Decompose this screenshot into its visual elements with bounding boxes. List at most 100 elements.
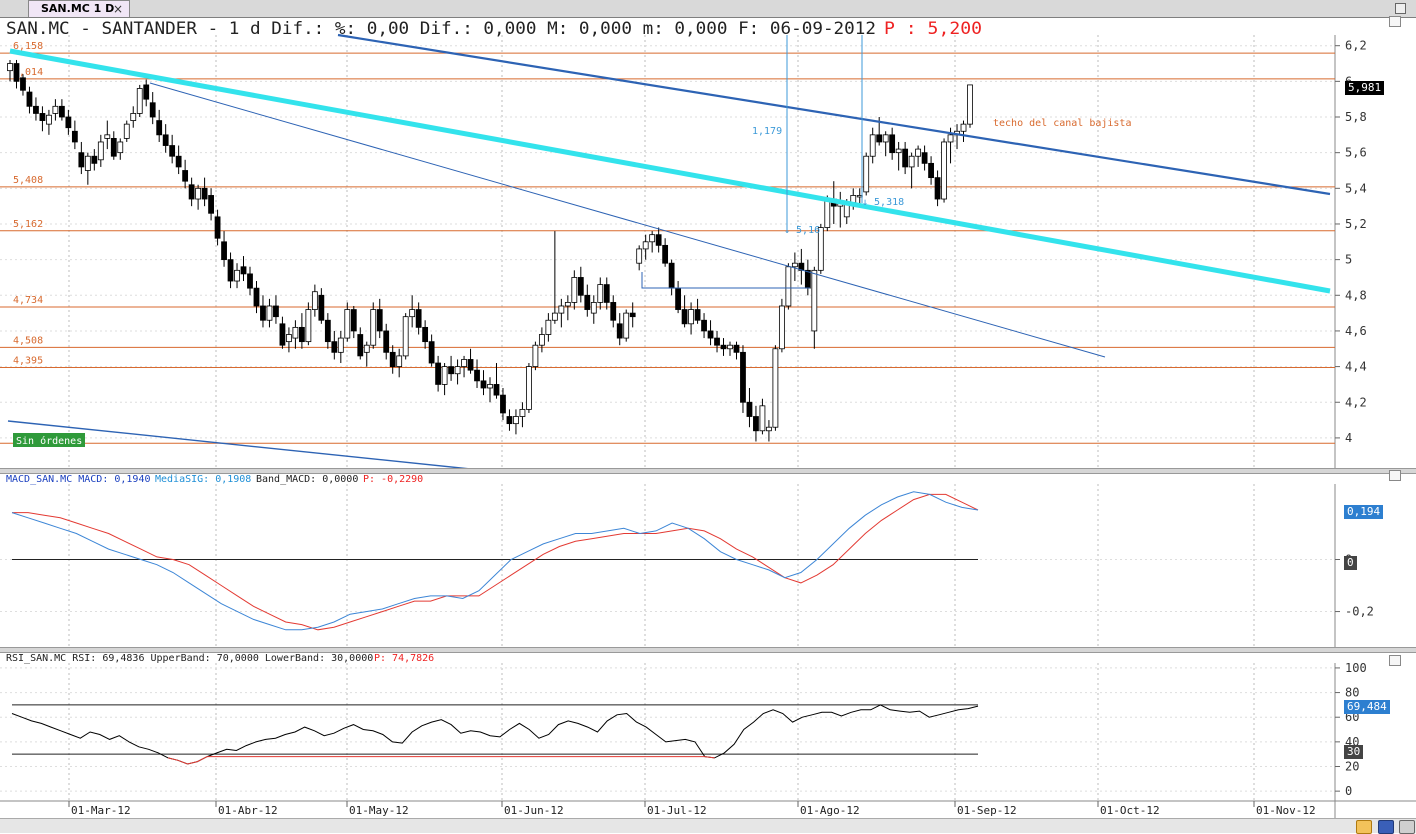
candle-body[interactable] bbox=[668, 262, 675, 289]
candle-body[interactable] bbox=[908, 155, 915, 168]
candle-body[interactable] bbox=[577, 277, 584, 296]
candle-body[interactable] bbox=[409, 309, 416, 318]
candle-body[interactable] bbox=[195, 187, 202, 200]
candle-body[interactable] bbox=[13, 63, 20, 82]
candle-body[interactable] bbox=[234, 269, 240, 282]
candle-body[interactable] bbox=[240, 266, 247, 275]
candle-body[interactable] bbox=[311, 291, 318, 310]
candle-body[interactable] bbox=[130, 113, 137, 121]
candle-body[interactable] bbox=[960, 123, 967, 132]
candle-body[interactable] bbox=[448, 366, 454, 375]
candle-body[interactable] bbox=[260, 305, 266, 321]
candle-body[interactable] bbox=[778, 305, 785, 350]
candle-body[interactable] bbox=[610, 302, 617, 321]
candle-body[interactable] bbox=[616, 323, 623, 339]
tab-menu-icon[interactable] bbox=[1395, 3, 1406, 14]
macd-pane-restore-icon[interactable] bbox=[1389, 470, 1401, 481]
candle-body[interactable] bbox=[882, 134, 889, 143]
candle-body[interactable] bbox=[551, 312, 558, 321]
candle-body[interactable] bbox=[681, 309, 688, 325]
candle-body[interactable] bbox=[902, 148, 909, 168]
candle-body[interactable] bbox=[662, 244, 669, 264]
candle-body[interactable] bbox=[467, 359, 474, 371]
candle-body[interactable] bbox=[921, 152, 928, 164]
candle-body[interactable] bbox=[688, 309, 694, 325]
candle-body[interactable] bbox=[804, 269, 811, 289]
candle-body[interactable] bbox=[727, 344, 733, 350]
candle-body[interactable] bbox=[26, 91, 33, 107]
candle-body[interactable] bbox=[71, 130, 78, 143]
candle-body[interactable] bbox=[422, 326, 429, 343]
candle-body[interactable] bbox=[720, 344, 727, 350]
candle-body[interactable] bbox=[564, 302, 571, 307]
candle-body[interactable] bbox=[487, 384, 493, 389]
candle-body[interactable] bbox=[435, 362, 442, 385]
candle-body[interactable] bbox=[753, 416, 759, 432]
candle-body[interactable] bbox=[545, 319, 552, 335]
candle-body[interactable] bbox=[941, 141, 947, 200]
price-chart[interactable]: SAN.MC - SANTANDER - 1 d Dif.: %: 0,00 D… bbox=[0, 18, 1416, 470]
candle-body[interactable] bbox=[506, 416, 513, 425]
candle-body[interactable] bbox=[383, 330, 390, 353]
candle-body[interactable] bbox=[694, 309, 701, 321]
tab-close-icon[interactable]: × bbox=[112, 2, 123, 16]
candle-body[interactable] bbox=[7, 63, 13, 72]
candle-body[interactable] bbox=[104, 134, 111, 139]
candle-body[interactable] bbox=[182, 170, 189, 182]
candle-body[interactable] bbox=[247, 273, 253, 289]
candle-body[interactable] bbox=[286, 334, 292, 343]
candle-body[interactable] bbox=[461, 359, 467, 367]
candle-body[interactable] bbox=[227, 259, 234, 282]
candle-body[interactable] bbox=[714, 337, 720, 346]
candle-body[interactable] bbox=[350, 309, 357, 332]
candle-body[interactable] bbox=[20, 77, 26, 91]
candle-body[interactable] bbox=[162, 134, 169, 146]
candle-body[interactable] bbox=[84, 155, 91, 171]
candle-body[interactable] bbox=[740, 351, 746, 403]
candle-body[interactable] bbox=[279, 323, 286, 346]
candle-body[interactable] bbox=[590, 302, 597, 314]
candle-body[interactable] bbox=[934, 177, 941, 200]
pane-divider-1[interactable] bbox=[0, 468, 1416, 474]
candle-body[interactable] bbox=[214, 216, 221, 239]
candle-body[interactable] bbox=[188, 184, 195, 200]
candle-body[interactable] bbox=[136, 88, 143, 114]
candle-body[interactable] bbox=[149, 102, 156, 118]
candle-body[interactable] bbox=[318, 294, 325, 321]
candle-body[interactable] bbox=[97, 141, 104, 161]
candle-body[interactable] bbox=[273, 305, 279, 318]
candle-body[interactable] bbox=[493, 384, 500, 396]
candle-body[interactable] bbox=[33, 105, 39, 114]
candle-body[interactable] bbox=[785, 266, 792, 307]
candle-body[interactable] bbox=[558, 305, 565, 314]
candle-body[interactable] bbox=[65, 116, 72, 129]
candle-body[interactable] bbox=[253, 287, 260, 307]
candle-body[interactable] bbox=[863, 155, 870, 193]
candle-body[interactable] bbox=[538, 334, 545, 346]
candle-body[interactable] bbox=[208, 195, 214, 214]
candle-body[interactable] bbox=[649, 234, 656, 243]
candle-body[interactable] bbox=[52, 105, 59, 114]
candle-body[interactable] bbox=[292, 326, 299, 339]
candle-body[interactable] bbox=[597, 284, 604, 303]
candle-body[interactable] bbox=[123, 123, 130, 139]
candle-body[interactable] bbox=[629, 312, 636, 318]
macd-chart[interactable]: MACD_SAN.MC MACD: 0,1940 MediaSIG: 0,190… bbox=[0, 472, 1416, 648]
candle-body[interactable] bbox=[876, 134, 883, 143]
candle-body[interactable] bbox=[584, 294, 591, 310]
candle-body[interactable] bbox=[603, 284, 610, 303]
candle-body[interactable] bbox=[402, 316, 409, 357]
candle-body[interactable] bbox=[869, 134, 876, 157]
candle-body[interactable] bbox=[675, 287, 682, 310]
candle-body[interactable] bbox=[305, 309, 312, 343]
candle-body[interactable] bbox=[337, 337, 344, 353]
candle-body[interactable] bbox=[266, 305, 273, 321]
candle-body[interactable] bbox=[746, 401, 753, 417]
candle-body[interactable] bbox=[39, 113, 46, 121]
pane-divider-2[interactable] bbox=[0, 647, 1416, 653]
candle-body[interactable] bbox=[655, 234, 662, 246]
candle-body[interactable] bbox=[201, 187, 208, 200]
candle-body[interactable] bbox=[642, 241, 649, 250]
candle-body[interactable] bbox=[928, 162, 934, 179]
candle-body[interactable] bbox=[78, 152, 85, 168]
